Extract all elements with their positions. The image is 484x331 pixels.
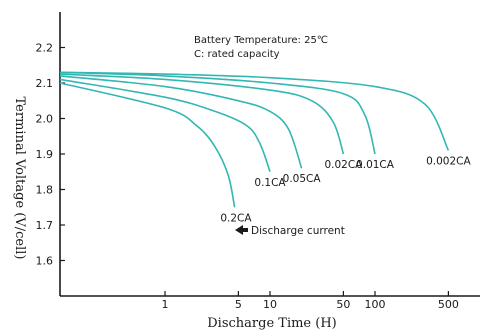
y-axis-title: Terminal Voltage (V/cell)	[12, 97, 27, 260]
discharge-current-label: Discharge current	[251, 225, 345, 237]
x-tick-label: 50	[336, 298, 350, 311]
series-label-0_002CA: 0.002CA	[426, 155, 471, 167]
x-tick-label: 100	[365, 298, 386, 311]
curves	[59, 71, 450, 208]
y-tick-label: 2.2	[36, 42, 54, 55]
series-line-0_02CA	[59, 73, 345, 155]
y-tick-label: 1.7	[36, 219, 54, 232]
series-line-0_2CA	[59, 82, 236, 208]
annotation-temperature: Battery Temperature: 25℃	[194, 35, 328, 46]
arrow-left-icon	[235, 225, 243, 235]
series-line-0_05CA	[59, 75, 303, 169]
x-tick-label: 10	[263, 298, 277, 311]
x-axis-title: Discharge Time (H)	[207, 316, 336, 331]
series-label-0_01CA: 0.01CA	[356, 159, 395, 171]
y-tick-label: 2.1	[36, 77, 54, 90]
annotation-rated-capacity: C: rated capacity	[194, 49, 280, 60]
x-tick-label: 5	[235, 298, 242, 311]
series-label-0_02CA: 0.02CA	[324, 159, 363, 171]
ticks: 1 5 10 50 100 500 1.6 1.7 1.8 1.9 2.0 2.1 2.2	[36, 42, 459, 312]
x-tick-label: 500	[438, 298, 459, 311]
series-label-0_2CA: 0.2CA	[220, 212, 252, 224]
discharge-current-callout: Discharge current	[235, 225, 345, 237]
x-tick-label: 1	[162, 298, 169, 311]
y-tick-label: 1.9	[36, 148, 54, 161]
y-tick-label: 1.8	[36, 184, 54, 197]
series-line-0_01CA	[59, 71, 376, 155]
series-label-0_05CA: 0.05CA	[283, 173, 322, 185]
series-label-0_1CA: 0.1CA	[254, 177, 286, 189]
series-line-0_002CA	[59, 71, 450, 151]
y-tick-label: 1.6	[36, 255, 54, 268]
arrow-shaft	[243, 228, 248, 232]
series-line-0_1CA	[59, 78, 271, 172]
y-tick-label: 2.0	[36, 113, 54, 126]
